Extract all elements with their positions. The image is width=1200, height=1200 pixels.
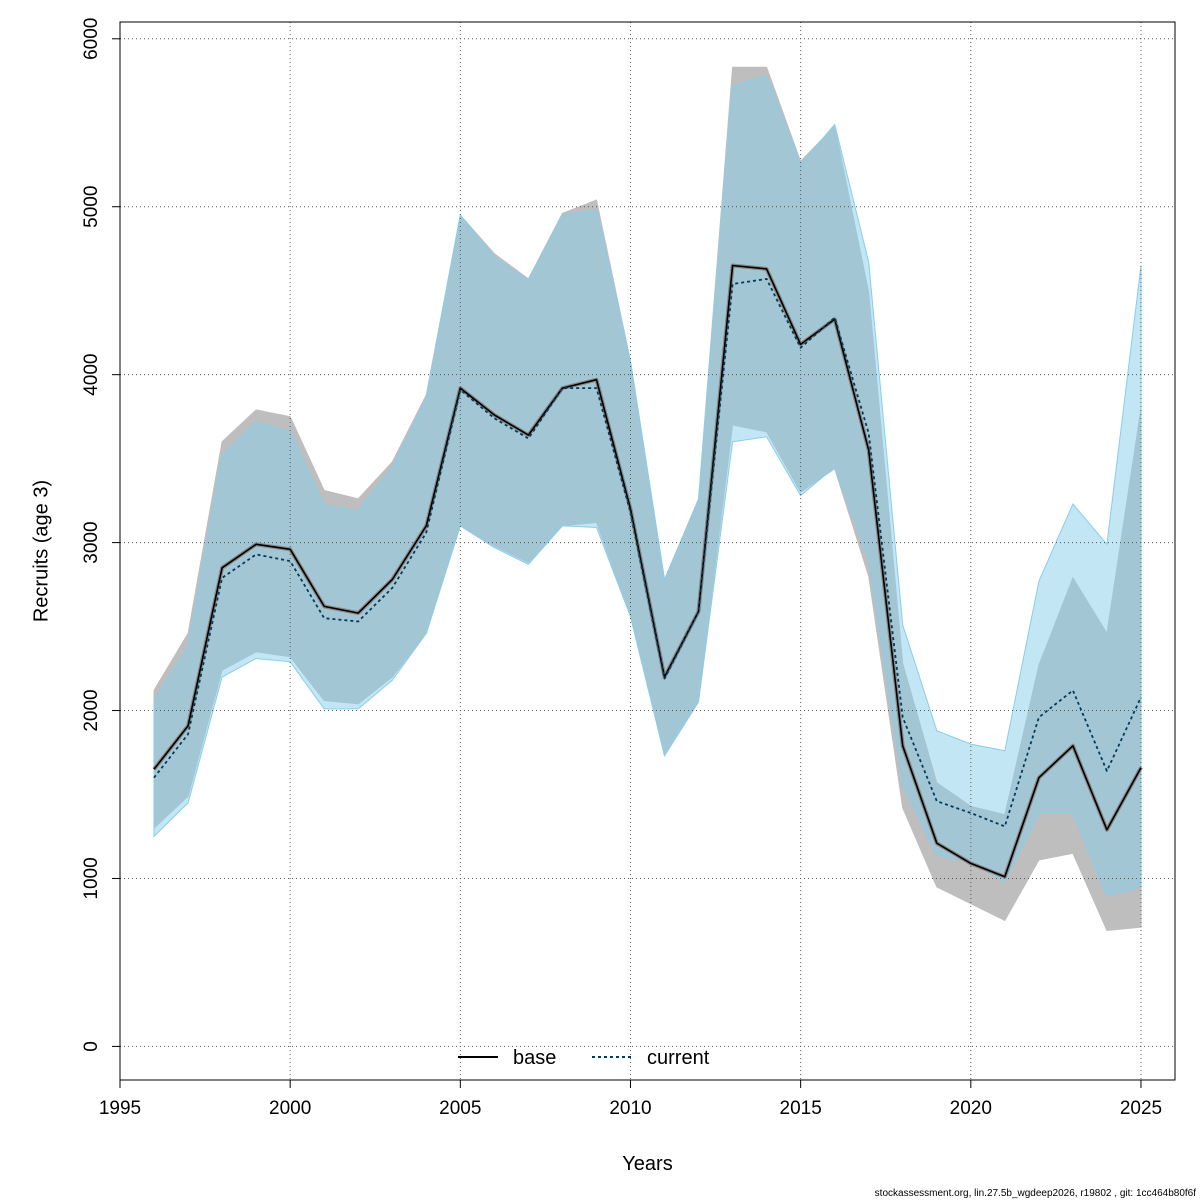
y-tick-label: 0	[81, 1041, 102, 1052]
y-tick-label: 4000	[81, 354, 102, 396]
series-lines	[152, 263, 1143, 879]
legend-label-current: current	[647, 1047, 710, 1069]
y-tick-label: 3000	[81, 521, 102, 563]
band-current	[153, 75, 1142, 896]
y-axis: 0 1000 2000 3000 4000 5000 6000	[81, 18, 121, 1052]
x-tick-label: 2015	[780, 1098, 822, 1119]
x-axis: 1995 2000 2005 2010 2015 2020 2025	[99, 1079, 1162, 1119]
y-tick-label: 2000	[81, 689, 102, 731]
legend-label-base: base	[513, 1047, 556, 1069]
x-tick-label: 1995	[99, 1098, 141, 1119]
y-tick-label: 5000	[81, 186, 102, 228]
x-tick-label: 2020	[950, 1098, 992, 1119]
footer-credit: stockassessment.org, lin.27.5b_wgdeep202…	[875, 1188, 1197, 1199]
y-tick-label: 1000	[81, 857, 102, 899]
confidence-bands	[153, 66, 1142, 932]
x-tick-label: 2010	[609, 1098, 651, 1119]
x-axis-title: Years	[622, 1153, 672, 1175]
y-axis-title: Recruits (age 3)	[30, 480, 52, 622]
line-base	[153, 264, 1142, 878]
x-tick-label: 2000	[269, 1098, 311, 1119]
x-tick-label: 2025	[1120, 1098, 1162, 1119]
line-current	[153, 278, 1142, 828]
x-tick-label: 2005	[439, 1098, 481, 1119]
legend: base current	[458, 1047, 710, 1069]
y-tick-label: 6000	[81, 18, 102, 60]
